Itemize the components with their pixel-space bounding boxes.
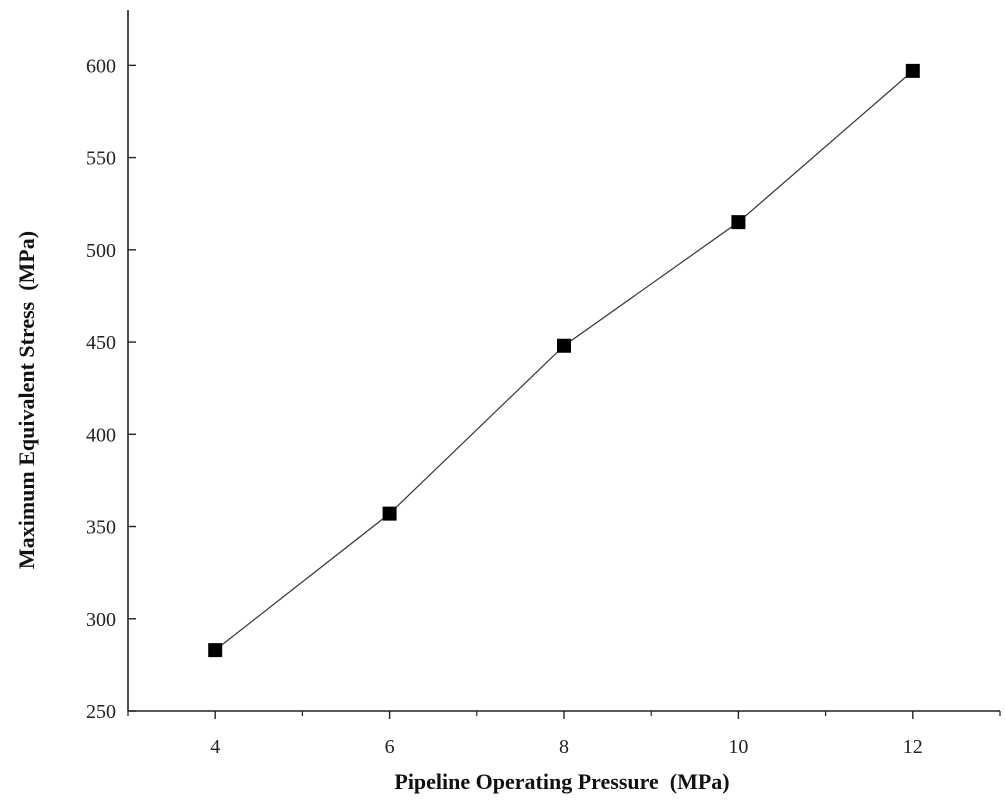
data-point xyxy=(382,506,397,521)
data-point xyxy=(557,338,571,353)
data-point xyxy=(208,643,223,658)
y-tick-label: 600 xyxy=(86,55,116,77)
x-tick-label: 4 xyxy=(210,736,220,758)
x-tick-label: 6 xyxy=(385,736,395,758)
y-tick-label: 450 xyxy=(86,332,116,354)
y-tick-label: 250 xyxy=(86,701,116,723)
x-tick-label: 10 xyxy=(728,736,748,758)
x-axis-title: Pipeline Operating Pressure (MPa) xyxy=(394,769,729,794)
series xyxy=(208,63,920,658)
x-tick-label: 8 xyxy=(559,736,569,758)
y-tick-label: 300 xyxy=(86,609,116,631)
y-tick-label: 550 xyxy=(86,148,116,170)
data-point xyxy=(905,63,920,78)
y-tick-label: 350 xyxy=(86,517,116,539)
series-line xyxy=(214,70,914,651)
x-tick-label: 12 xyxy=(903,736,923,758)
data-point xyxy=(731,215,746,230)
ticks: 250 300 350 400 450 500 550 600 4 6 8 10 12 xyxy=(86,55,1001,758)
y-tick-label: 400 xyxy=(86,424,116,446)
y-axis-title: Maximum Equivalent Stress (MPa) xyxy=(14,231,39,569)
axes xyxy=(127,10,1000,712)
y-tick-label: 500 xyxy=(86,240,116,262)
